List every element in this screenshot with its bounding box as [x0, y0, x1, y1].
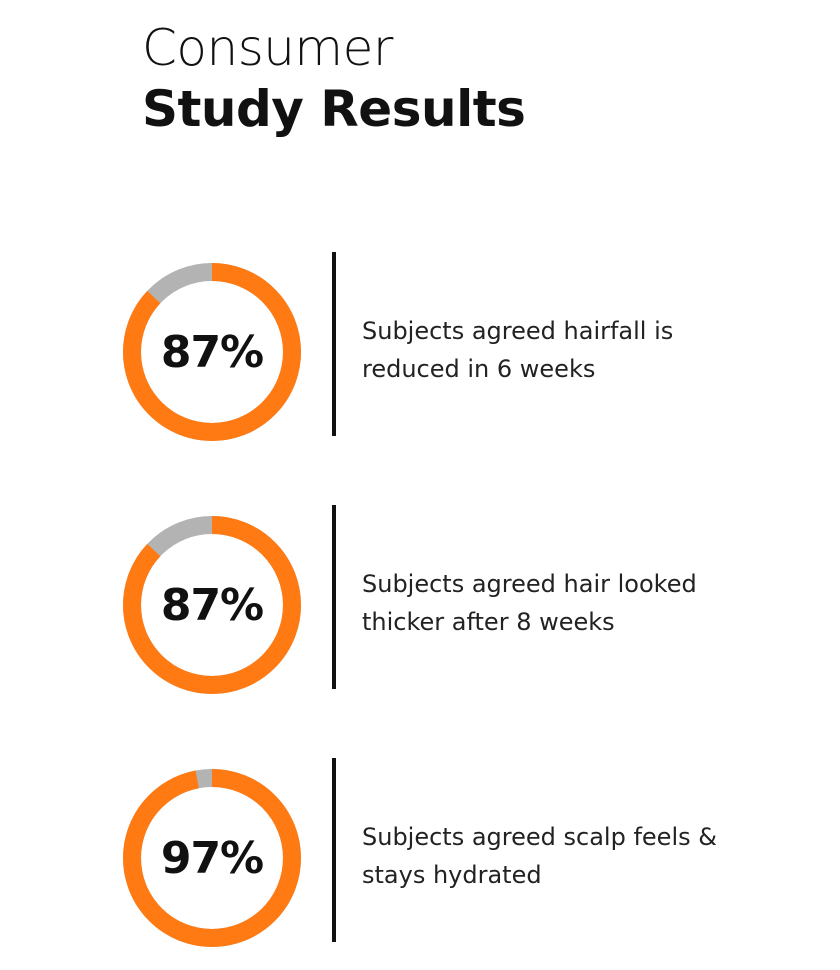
stat-block-2: 87% Subjects agreed hair looked thicker …	[0, 505, 840, 705]
donut-svg	[123, 263, 301, 441]
vertical-divider	[332, 758, 336, 942]
caption-line: stays hydrated	[362, 861, 542, 889]
caption-line: Subjects agreed hairfall is	[362, 317, 674, 345]
title-line-study-results: Study Results	[142, 80, 526, 138]
caption-line: Subjects agreed scalp feels &	[362, 823, 717, 851]
stat-block-1: 87% Subjects agreed hairfall is reduced …	[0, 252, 840, 452]
stat-caption: Subjects agreed hair looked thicker afte…	[362, 565, 782, 641]
donut-value-label: 97%	[160, 832, 264, 884]
donut-chart	[120, 260, 304, 444]
donut-value-arc	[123, 516, 301, 694]
caption-line: reduced in 6 weeks	[362, 355, 596, 383]
title-line-consumer: Consumer	[142, 19, 393, 77]
donut-value-arc	[123, 769, 301, 947]
donut-svg	[123, 516, 301, 694]
donut-chart	[120, 766, 304, 950]
vertical-divider	[332, 505, 336, 689]
page-title: Consumer Study Results	[142, 18, 526, 140]
donut-value-label: 87%	[160, 326, 264, 378]
caption-line: thicker after 8 weeks	[362, 608, 615, 636]
donut-value-arc	[123, 263, 301, 441]
stat-block-3: 97% Subjects agreed scalp feels & stays …	[0, 758, 840, 958]
vertical-divider	[332, 252, 336, 436]
donut-svg	[123, 769, 301, 947]
stat-caption: Subjects agreed hairfall is reduced in 6…	[362, 312, 782, 388]
donut-value-label: 87%	[160, 579, 264, 631]
caption-line: Subjects agreed hair looked	[362, 570, 697, 598]
donut-chart	[120, 513, 304, 697]
stat-caption: Subjects agreed scalp feels & stays hydr…	[362, 818, 782, 894]
